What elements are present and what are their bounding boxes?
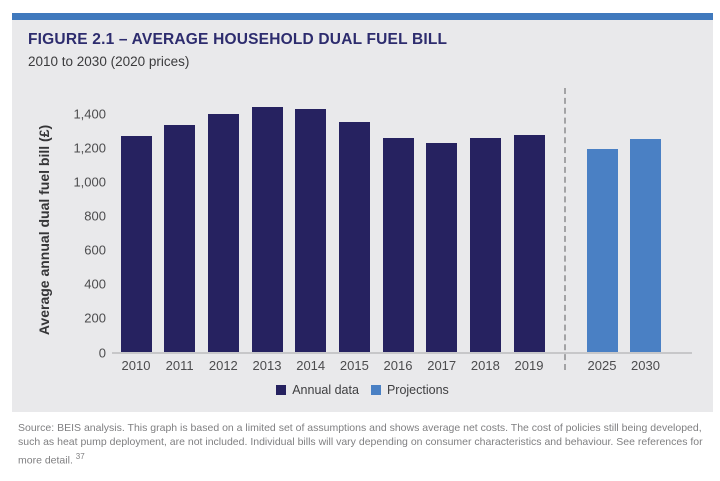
x-tick-label-2018: 2018: [470, 358, 500, 373]
bar-2012: [207, 113, 239, 353]
x-tick-label-2012: 2012: [208, 358, 238, 373]
x-tick-label-2025: 2025: [587, 358, 617, 373]
legend-label: Projections: [386, 383, 449, 397]
bar-2013: [251, 106, 283, 353]
bar-2017: [426, 143, 458, 353]
x-tick-label-2013: 2013: [252, 358, 282, 373]
y-tick-label: 400: [84, 276, 106, 292]
x-tick-label-2030: 2030: [631, 358, 660, 373]
bar-2030: [630, 139, 661, 353]
annual-data-swatch-icon: [276, 385, 287, 395]
source-note-text: Source: BEIS analysis. This graph is bas…: [18, 422, 703, 467]
chart-legend: Annual data Projections: [12, 383, 713, 397]
y-tick-label: 1,400: [73, 106, 106, 121]
legend-item-annual-data: Annual data: [276, 383, 359, 397]
legend-item-projections: Projections: [370, 383, 449, 397]
y-tick-label: 200: [84, 310, 106, 326]
x-tick-label-2011: 2011: [165, 358, 194, 373]
bar-2019: [513, 134, 545, 353]
x-tick-label-2019: 2019: [514, 358, 544, 373]
y-axis-title: Average annual dual fuel bill (£): [36, 124, 52, 336]
bar-2025: [586, 149, 618, 353]
footnote-reference: 37: [75, 451, 85, 461]
bar-2016: [382, 138, 414, 353]
y-tick-label: 600: [84, 242, 106, 258]
x-axis-line: [112, 352, 692, 354]
y-tick-label: 1,000: [73, 174, 106, 190]
projections-swatch-icon: [370, 385, 381, 395]
x-tick-label-2017: 2017: [427, 358, 457, 373]
bar-2015: [338, 122, 370, 353]
figure-title: FIGURE 2.1 – AVERAGE HOUSEHOLD DUAL FUEL…: [28, 31, 448, 48]
y-tick-label: 800: [84, 208, 106, 224]
source-note: Source: BEIS analysis. This graph is bas…: [18, 421, 711, 468]
bar-2010: [120, 135, 152, 353]
figure-subtitle: 2010 to 2030 (2020 prices): [28, 54, 190, 69]
x-tick-label-2014: 2014: [296, 358, 326, 373]
figure-accent-bar: [12, 13, 713, 20]
projection-divider-dashed-line: [564, 88, 566, 370]
bar-2018: [469, 138, 501, 353]
x-tick-label-2010: 2010: [121, 358, 151, 373]
y-tick-label: 0: [98, 345, 106, 360]
x-tick-label-2016: 2016: [383, 358, 413, 373]
legend-label: Annual data: [292, 383, 359, 397]
x-tick-label-2015: 2015: [339, 358, 369, 373]
bar-2011: [164, 125, 196, 353]
y-tick-label: 1,200: [73, 140, 106, 156]
bar-2014: [295, 109, 327, 353]
